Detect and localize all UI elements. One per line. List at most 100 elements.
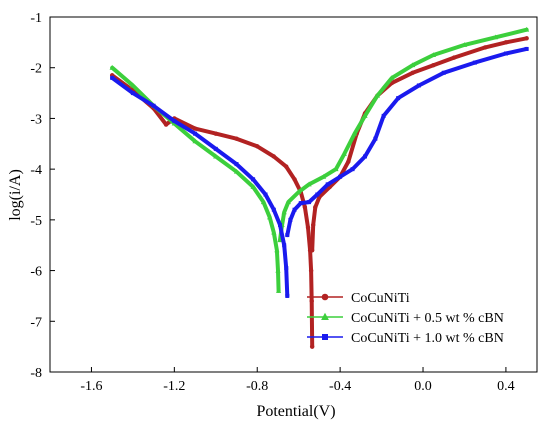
legend-swatch-marker (321, 293, 329, 301)
data-point (430, 52, 436, 58)
data-point (282, 243, 287, 248)
y-tick-label: -5 (30, 214, 42, 229)
data-point (338, 174, 343, 179)
series-line (310, 36, 529, 253)
data-point (352, 130, 358, 136)
data-point (278, 222, 283, 227)
data-point (172, 118, 177, 123)
data-point (213, 153, 219, 159)
data-point (313, 204, 318, 210)
data-point (524, 46, 529, 51)
legend: CoCuNiTi CoCuNiTi + 0.5 wt % cBN CoCuNiTi … (307, 291, 504, 346)
plot-frame (49, 16, 538, 373)
x-tick-label: -1.6 (80, 379, 102, 394)
data-point (213, 146, 218, 151)
data-point (130, 82, 136, 88)
data-point (302, 204, 308, 210)
data-point (193, 131, 198, 136)
data-point (306, 181, 312, 187)
data-point (234, 136, 239, 141)
data-point (503, 51, 508, 56)
data-point (274, 247, 280, 253)
data-point (234, 162, 239, 167)
data-point (130, 91, 135, 96)
data-point (524, 36, 529, 41)
data-point (263, 192, 268, 197)
x-axis-title: Potential(V) (256, 403, 335, 420)
data-point (320, 173, 327, 179)
y-tick-label: -1 (30, 11, 42, 26)
data-point (325, 182, 330, 187)
data-point (309, 248, 315, 253)
data-point (267, 214, 273, 220)
data-point (275, 267, 281, 273)
legend-swatch-marker (322, 334, 328, 340)
data-point (362, 154, 367, 159)
data-point (298, 201, 303, 206)
data-point (285, 233, 290, 238)
data-point (251, 177, 256, 182)
data-point (192, 138, 198, 144)
series-line (110, 73, 315, 349)
series-layer (109, 26, 530, 349)
data-point (410, 70, 415, 75)
data-point (389, 75, 395, 80)
y-tick-label: -2 (30, 62, 42, 77)
data-point (271, 154, 277, 159)
data-point (431, 62, 436, 68)
data-point (362, 113, 368, 118)
data-point (374, 92, 381, 98)
series-line (110, 75, 290, 298)
legend-label: CoCuNiTi (351, 291, 410, 306)
data-point (110, 75, 115, 80)
data-point (307, 200, 312, 205)
data-point (350, 167, 355, 172)
data-point (285, 293, 290, 298)
x-tick-label: 0.4 (497, 379, 515, 394)
data-point (213, 131, 218, 136)
x-tick-label: -1.2 (163, 379, 185, 394)
data-point (260, 199, 267, 205)
data-point (482, 45, 488, 50)
data-point (309, 344, 315, 349)
data-point (524, 26, 530, 32)
data-point (310, 222, 316, 228)
data-point (292, 177, 297, 182)
y-tick-label: -6 (30, 265, 42, 280)
data-point (296, 189, 302, 194)
data-point (288, 217, 293, 222)
data-point (410, 62, 416, 68)
data-point (285, 199, 291, 205)
data-point (271, 229, 277, 235)
data-point (233, 168, 240, 174)
data-point (271, 207, 276, 212)
data-point (192, 126, 198, 131)
data-point (275, 288, 282, 293)
series-3 (110, 46, 529, 298)
data-point (151, 103, 156, 108)
data-point (315, 192, 320, 197)
data-point (472, 60, 477, 65)
data-point (373, 136, 378, 141)
data-point (284, 164, 289, 169)
legend-swatch-marker (321, 312, 329, 320)
data-point (309, 298, 314, 304)
data-point (305, 225, 311, 230)
x-tick-label: -0.8 (246, 379, 268, 394)
data-point (281, 209, 287, 215)
data-point (381, 113, 386, 118)
data-point (109, 64, 115, 70)
y-axis-ticks: -8 -7 -6 -5 -4 -3 -2 -1 (30, 11, 55, 381)
legend-label: CoCuNiTi + 1.0 wt % cBN (351, 331, 504, 346)
data-point (461, 42, 468, 47)
y-tick-label: -4 (30, 163, 42, 178)
data-point (333, 166, 339, 172)
x-tick-label: 0.0 (414, 379, 432, 394)
y-tick-label: -3 (30, 112, 42, 127)
data-point (346, 159, 351, 164)
data-point (492, 34, 499, 40)
data-point (250, 184, 256, 189)
data-point (284, 266, 289, 271)
data-point (503, 40, 509, 45)
